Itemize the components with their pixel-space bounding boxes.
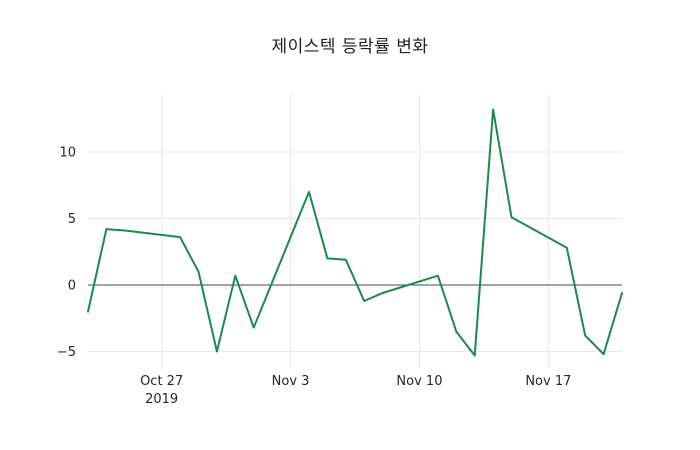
x-tick-label: Oct 27: [140, 374, 183, 389]
x-tick-sublabel: 2019: [145, 392, 178, 407]
x-tick-label: Nov 10: [396, 374, 442, 389]
y-tick-label: 5: [68, 212, 76, 227]
series-line: [87, 108, 623, 357]
chart-title: 제이스텍 등락률 변화: [271, 37, 429, 57]
y-tick-label: 0: [68, 279, 76, 294]
x-tick-label: Nov 3: [272, 374, 310, 389]
y-tick-label: −5: [57, 345, 76, 360]
x-tick-label: Nov 17: [525, 374, 571, 389]
y-tick-label: 10: [59, 146, 76, 161]
